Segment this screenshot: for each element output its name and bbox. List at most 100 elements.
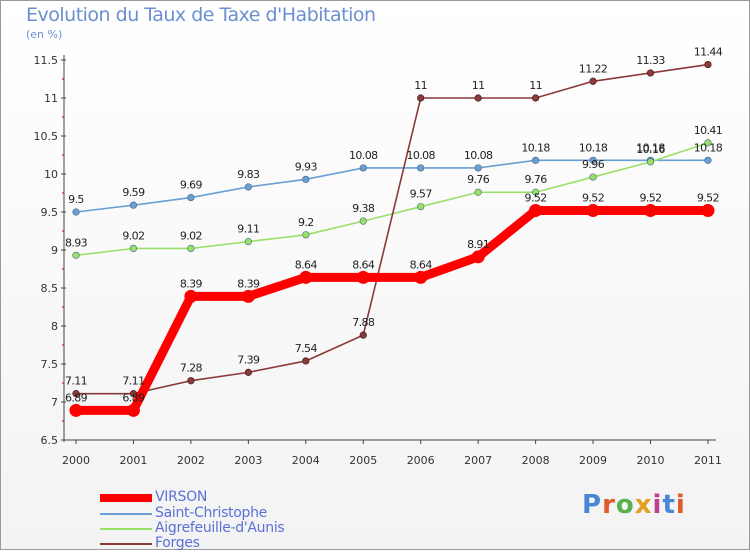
data-point [299, 270, 313, 284]
data-label: 9.93 [295, 160, 318, 173]
x-tick-label: 2010 [637, 454, 665, 467]
legend-swatch [100, 513, 152, 515]
data-label: 10.08 [349, 149, 378, 162]
data-point [589, 77, 597, 85]
data-point [414, 270, 428, 284]
x-tick-label: 2008 [522, 454, 550, 467]
data-point [417, 94, 425, 102]
data-label: 8.64 [295, 258, 318, 271]
data-point [72, 208, 80, 216]
data-point [126, 403, 140, 417]
legend-label: Saint-Christophe [155, 505, 267, 521]
data-label: 7.88 [352, 316, 375, 329]
logo-letter: o [615, 490, 635, 520]
x-tick-label: 2004 [292, 454, 320, 467]
data-point [589, 173, 597, 181]
data-label: 9.52 [697, 191, 719, 204]
data-point [69, 403, 83, 417]
data-label: 8.39 [180, 277, 203, 290]
data-label: 8.93 [65, 236, 88, 249]
data-point [417, 203, 425, 211]
data-label: 9.5 [68, 193, 84, 206]
y-tick-label: 10.5 [34, 130, 59, 143]
logo-letter: i [652, 490, 663, 520]
data-point [531, 188, 540, 196]
data-point [129, 244, 138, 253]
legend-swatch [100, 543, 152, 545]
data-label: 9.02 [122, 229, 144, 242]
series-marks [69, 60, 715, 417]
data-point [356, 270, 370, 284]
data-point [417, 164, 425, 172]
data-point [474, 188, 482, 196]
data-label: 11 [472, 79, 485, 92]
data-label: 6.89 [65, 391, 88, 404]
legend-label: VIRSON [155, 489, 208, 505]
x-tick-label: 2007 [464, 454, 492, 467]
y-tick-label: 9 [51, 244, 58, 257]
legend-swatch [100, 528, 152, 530]
x-tick-label: 2009 [579, 454, 607, 467]
data-label: 11.33 [636, 54, 665, 67]
data-point [302, 231, 310, 239]
data-point [72, 251, 80, 259]
data-label: 9.02 [180, 229, 202, 242]
axes: 6.5 7 7.5 8 8.5 9 9.5 10 10.5 11 11.5 2000 2001 2002 2… [34, 54, 722, 467]
data-label: 9.2 [298, 216, 314, 229]
x-tick-label: 2006 [407, 454, 435, 467]
x-tick-label: 2002 [177, 454, 205, 467]
data-label: 8.91 [467, 238, 489, 251]
data-label: 9.83 [237, 168, 260, 181]
data-label: 10.08 [406, 149, 435, 162]
data-point [241, 289, 255, 303]
data-label: 9.76 [467, 173, 490, 186]
x-tick-label: 2001 [119, 454, 147, 467]
y-tick-label: 11.5 [34, 54, 59, 67]
data-point [474, 164, 482, 172]
x-tick-label: 2005 [349, 454, 377, 467]
y-tick-label: 6.5 [41, 434, 59, 447]
y-tick-label: 7.5 [41, 358, 59, 371]
data-point [529, 203, 543, 217]
data-point [302, 175, 310, 183]
data-label: 10.18 [694, 141, 723, 154]
data-label: 10.18 [636, 141, 665, 154]
data-point [72, 390, 80, 398]
data-point [704, 156, 712, 164]
logo-letter: t [662, 490, 676, 520]
data-label: 10.18 [521, 141, 550, 154]
data-point [701, 203, 715, 217]
data-label: 10.16 [636, 143, 665, 156]
data-point [359, 331, 367, 339]
data-label: 7.28 [180, 362, 203, 375]
data-point [704, 139, 712, 147]
data-label: 9.52 [582, 191, 604, 204]
series-line-forges [76, 63, 709, 395]
data-point [646, 69, 655, 77]
data-label: 7.11 [65, 375, 87, 388]
x-tick-label: 2000 [62, 454, 90, 467]
data-label: 8.64 [352, 258, 375, 271]
logo-letter: r [602, 490, 616, 520]
data-point [474, 94, 482, 102]
series-line-saint-christophe [75, 159, 708, 213]
data-label: 8.39 [237, 277, 260, 290]
data-point [244, 238, 252, 246]
data-label: 11.22 [579, 62, 608, 75]
y-tick-label: 11 [44, 92, 58, 105]
data-label: 9.52 [639, 191, 661, 204]
data-point [644, 203, 657, 217]
data-point [244, 183, 252, 191]
data-label: 11 [529, 79, 542, 92]
legend-label: Forges [155, 535, 200, 551]
logo-letter: i [675, 490, 686, 520]
data-label: 9.76 [525, 173, 548, 186]
y-tick-label: 8 [51, 320, 58, 333]
y-tick-label: 7 [51, 396, 58, 409]
data-point [531, 94, 540, 102]
data-label: 10.18 [579, 141, 608, 154]
logo-letter: x [634, 490, 653, 520]
data-label: 9.96 [582, 158, 605, 171]
data-point [302, 357, 310, 365]
